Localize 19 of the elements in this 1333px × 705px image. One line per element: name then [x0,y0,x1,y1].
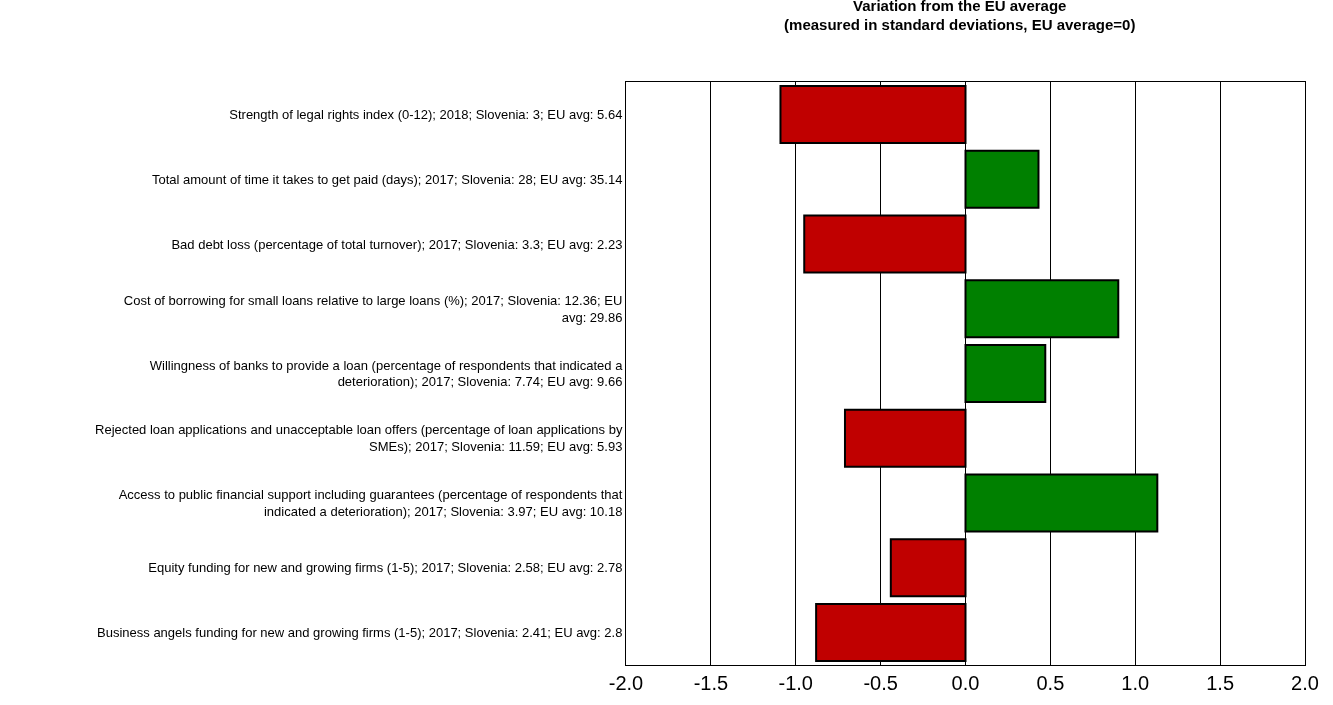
x-tick-label: -1.5 [693,672,729,694]
x-tick-label: 1.0 [1121,672,1150,694]
x-tick-label: -2.0 [608,672,644,694]
y-tick-label: Cost of borrowing for small loans relative to large loans (%); 2017; Slovenia: 12.36; EU avg: 29.86 [123,292,623,325]
y-tick-label: Equity funding for new and growing firms (1-5); 2017; Slovenia: 2.58; EU avg: 2.78 [148,560,623,576]
x-tick-label: -0.5 [863,672,898,694]
y-tick-label: Bad debt loss (percentage of total turnover); 2017; Slovenia: 3.3; EU avg: 2.23 [171,236,623,252]
y-tick-label: Willingness of banks to provide a loan (percentage of respondents that indicated a deterioration); 2017; Slovenia: 7.74; EU avg: 9.66 [149,357,624,390]
x-tick-label: 0.0 [951,672,980,694]
y-tick-label: Business angels funding for new and growing firms (1-5); 2017; Slovenia: 2.41; EU avg: 2.8 [97,625,623,641]
y-tick-label: Strength of legal rights index (0-12); 2018; Slovenia: 3; EU avg: 5.64 [229,106,623,122]
y-tick-label: Access to public financial support including guarantees (percentage of respondents that indicated a deterioration); 2017; Slovenia: 3.97; EU avg: 10.18 [118,487,623,520]
x-tick-label: 1.5 [1206,672,1235,694]
y-tick-label: Rejected loan applications and unacceptable loan offers (percentage of loan applications by SMEs); 2017; Slovenia: 11.59; EU avg: 5.93 [95,422,623,455]
chart-title: Variation from the EU average (measured in standard deviations, EU average=0) [784,0,1136,34]
x-tick-label: 2.0 [1291,672,1319,694]
x-tick-label: -1.0 [778,672,813,694]
x-tick-label: 0.5 [1036,672,1065,694]
y-tick-label: Total amount of time it takes to get paid (days); 2017; Slovenia: 28; EU avg: 35.14 [151,171,623,187]
